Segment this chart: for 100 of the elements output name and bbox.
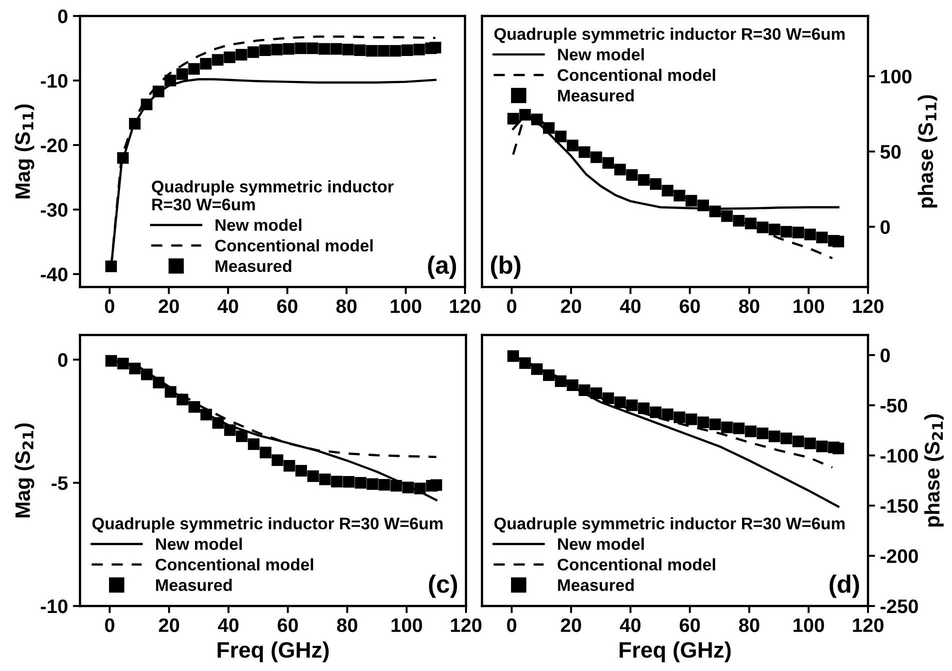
point [804, 438, 816, 450]
point [638, 174, 650, 186]
point [697, 416, 710, 428]
legend-title: Quadruple symmetric inductor R=30 W=6um [494, 517, 845, 533]
legend-label: Concentional model [558, 558, 716, 571]
point [318, 43, 330, 55]
x-tick-label: 0 [105, 618, 114, 632]
point [709, 418, 721, 430]
x-tick-label: 100 [390, 299, 422, 314]
point [188, 63, 200, 75]
point [401, 44, 414, 56]
y-axis-title: Mag (S$_{21}$) [14, 423, 34, 518]
x-tick-label: 40 [620, 299, 640, 314]
y-tick-label: -10 [40, 599, 68, 614]
y2-tick-label: 0 [880, 348, 890, 362]
legend-label: Concentional model [558, 68, 716, 81]
x-tick-label: 120 [853, 299, 884, 314]
y2-tick-label: -100 [880, 448, 918, 463]
x-tick-label: 80 [739, 618, 760, 632]
point [319, 474, 331, 486]
x-tick-label: 100 [392, 618, 422, 632]
x-tick-label: 120 [853, 618, 884, 632]
point [413, 44, 425, 56]
legend-label: New model [216, 218, 302, 231]
y2-tick-label: -150 [880, 499, 918, 513]
point [247, 46, 260, 58]
y-tick-label: -20 [40, 138, 68, 152]
legend-label: Measured [558, 89, 634, 102]
legend-title: Quadruple symmetric inductor R=30 W=6um [152, 180, 394, 210]
x-tick-label: 20 [158, 618, 180, 632]
annotation: (b) [490, 256, 520, 279]
point [284, 460, 296, 472]
legend-title: Quadruple symmetric inductor R=30 W=6um [494, 28, 845, 44]
legend-label: New model [558, 48, 644, 60]
point [390, 45, 402, 57]
y-tick-label: -5 [52, 476, 68, 490]
point [366, 45, 378, 57]
x-tick-label: 20 [560, 618, 582, 632]
point [306, 42, 318, 54]
x-tick-label: 20 [158, 299, 179, 314]
point [792, 226, 804, 238]
y2-axis-title: phase (S$_{11}$) [918, 95, 938, 208]
x-tick-label: 80 [336, 299, 357, 314]
y2-tick-label: 50 [880, 144, 901, 159]
x-tick-label: 40 [620, 618, 640, 632]
y2-tick-label: -50 [880, 398, 908, 412]
point [342, 44, 354, 56]
annotation: (d) [830, 574, 860, 598]
point [430, 479, 442, 491]
point [295, 464, 308, 477]
point [307, 470, 319, 482]
y2-tick-label: 0 [880, 220, 890, 234]
point [650, 178, 662, 190]
point [354, 44, 366, 56]
x-tick-label: 120 [451, 618, 482, 632]
x-axis-title: Freq (GHz) [218, 641, 329, 662]
point [768, 224, 780, 236]
legend-label: Concentional model [156, 558, 314, 571]
point [650, 406, 662, 418]
point [236, 430, 248, 442]
x-tick-label: 60 [680, 299, 700, 314]
x-tick-label: 0 [104, 299, 114, 314]
point [259, 44, 271, 56]
x-tick-label: 60 [680, 618, 700, 632]
legend-label: Measured [156, 578, 232, 592]
point [674, 411, 686, 424]
legend-label: Concentional model [215, 239, 373, 252]
point [816, 232, 828, 244]
legend-label: New model [558, 538, 644, 550]
y2-tick-label: -250 [880, 599, 918, 614]
x-tick-label: 0 [507, 618, 516, 632]
point [430, 42, 442, 54]
point [674, 190, 686, 202]
y-tick-label: -30 [40, 203, 68, 217]
annotation: (a) [428, 256, 456, 279]
point [780, 226, 792, 238]
point [378, 45, 390, 57]
point [686, 414, 698, 426]
point [566, 140, 578, 152]
point [602, 157, 614, 169]
legend-label: Measured [216, 260, 292, 272]
point [792, 436, 804, 448]
x-tick-label: 60 [277, 299, 298, 314]
point [733, 422, 745, 434]
x-tick-label: 40 [218, 618, 238, 632]
point [721, 422, 733, 434]
y-tick-label: -10 [40, 74, 68, 88]
point [756, 428, 768, 440]
y-axis-title: Mag (S$_{11}$) [14, 104, 34, 198]
point [342, 476, 355, 488]
point [354, 477, 366, 489]
x-tick-label: 20 [560, 299, 582, 314]
point [212, 54, 224, 66]
x-tick-label: 100 [794, 299, 824, 314]
x-tick-label: 100 [794, 618, 824, 632]
point [832, 236, 844, 248]
point [294, 42, 306, 54]
legend-label: Measured [558, 578, 634, 592]
point [260, 446, 272, 458]
y2-tick-label: -200 [880, 549, 918, 564]
